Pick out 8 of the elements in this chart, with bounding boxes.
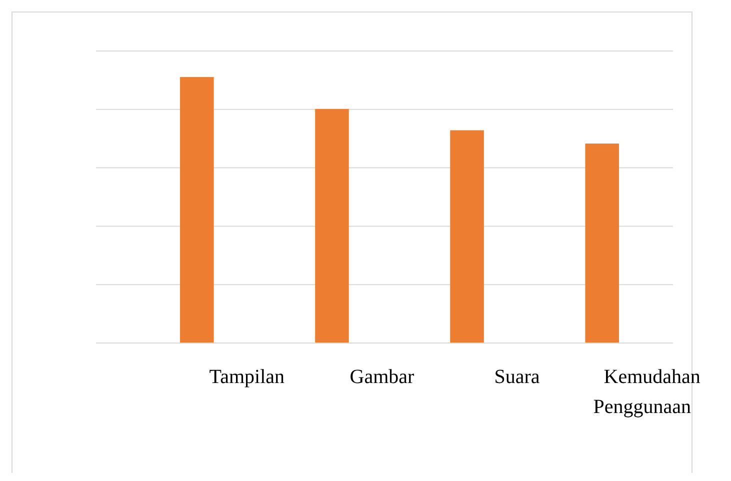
bar xyxy=(315,108,349,343)
x-tick-label: Gambar xyxy=(350,366,415,388)
x-tick-label: Tampilan xyxy=(209,366,285,388)
bar xyxy=(450,130,484,343)
bar xyxy=(180,77,214,343)
bar xyxy=(585,144,619,343)
x-tick-label: Suara xyxy=(494,366,540,388)
x-tick-label: Kemudahan Penggunaan xyxy=(593,366,700,418)
